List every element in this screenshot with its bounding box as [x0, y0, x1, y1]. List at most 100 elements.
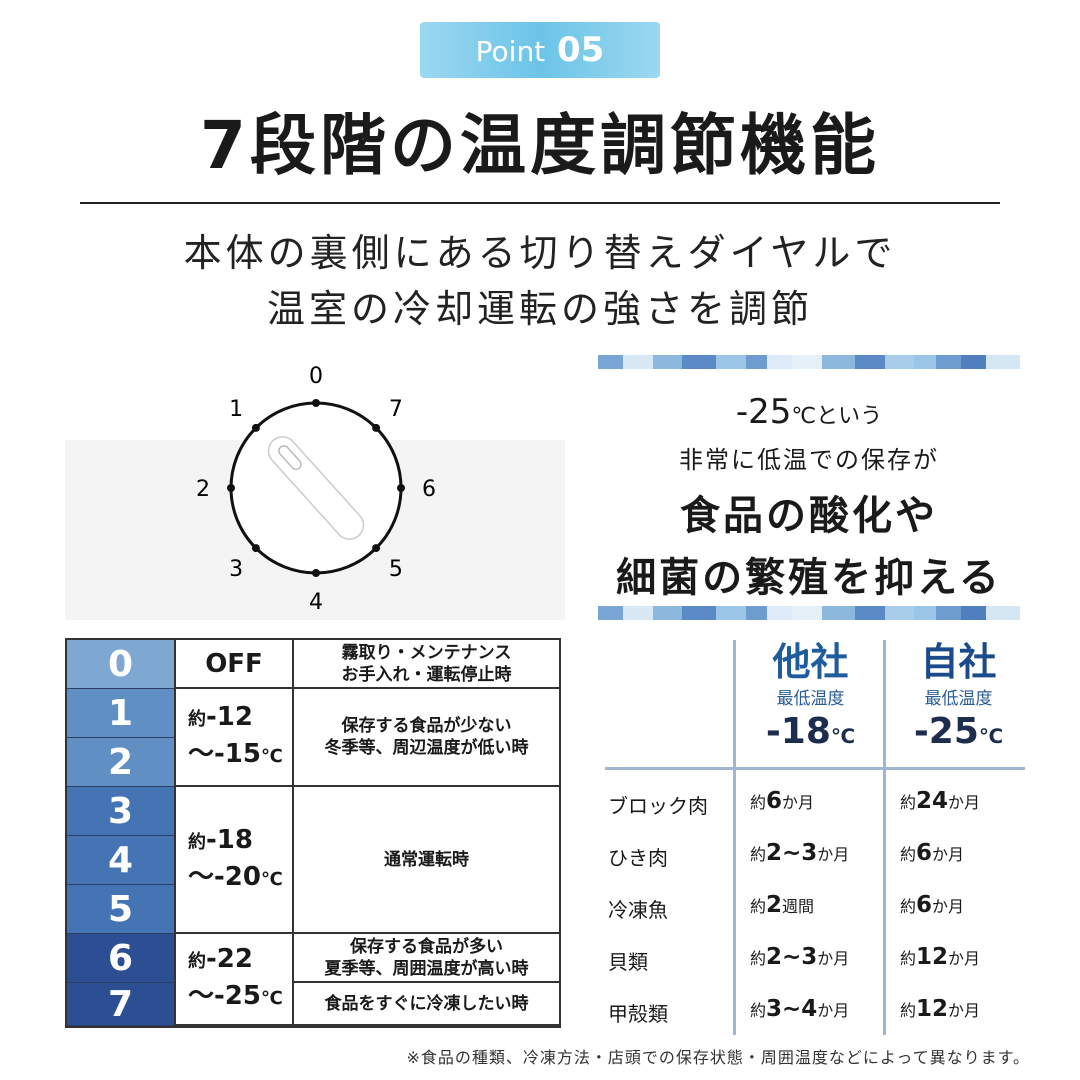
approx: 約	[900, 845, 917, 864]
description-text: 保存する食品が多い 夏季等、周囲温度が高い時	[324, 936, 529, 979]
comparison-table: 他社 最低温度 -18℃ 自社 最低温度 -25℃ ブロック肉 約6か月 約24か月…	[600, 640, 1028, 1035]
dial-label: 3	[229, 557, 243, 582]
dial-label: 1	[229, 397, 243, 422]
column-temp: -25	[913, 711, 979, 752]
stripe-segment	[960, 355, 987, 369]
unit: か月	[817, 1001, 850, 1020]
dial-tick	[372, 544, 381, 553]
comparison-row: 甲殻類 約3~4か月 約12か月	[600, 986, 1028, 1038]
settings-table: 0 1 2 3 4 5 6 7 OFF 約-12 ～-15℃ 約-18 ～-20℃ 約-22 ～-25℃ 霧取…	[65, 638, 561, 1028]
value: 2~3	[766, 840, 818, 866]
description: 食品をすぐに冷凍したい時	[292, 983, 559, 1026]
description-text: 食品をすぐに冷凍したい時	[324, 993, 529, 1014]
value: 2~3	[766, 944, 818, 970]
stripe-segment	[821, 355, 856, 369]
unit: か月	[948, 949, 981, 968]
stripe-segment	[855, 355, 885, 369]
unit: ℃	[260, 868, 283, 890]
stripe-segment	[623, 606, 653, 620]
column-our-company: 自社 最低温度 -25℃	[886, 640, 1031, 759]
column-name: 自社	[920, 640, 997, 684]
storage-ours: 約24か月	[900, 788, 980, 814]
stripe-bottom	[598, 606, 1020, 620]
stripe-segment	[682, 355, 717, 369]
unit: 週間	[782, 897, 815, 916]
description: 通常運転時	[292, 787, 559, 934]
value: 6	[916, 840, 933, 866]
dial-tick	[227, 484, 235, 492]
value: 12	[916, 944, 949, 970]
dial-label: 2	[196, 477, 210, 502]
column-other-company: 他社 最低温度 -18℃	[738, 640, 883, 759]
approx: 約	[750, 845, 767, 864]
stripe-segment	[716, 606, 746, 620]
comparison-row: ひき肉 約2~3か月 約6か月	[600, 830, 1028, 882]
point-badge: Point 05	[420, 22, 660, 78]
food-label: 甲殻類	[608, 1002, 668, 1026]
dial-label: 4	[309, 590, 323, 615]
unit: か月	[948, 793, 981, 812]
temp-to: ～-25	[188, 981, 261, 1011]
description: 保存する食品が多い 夏季等、周囲温度が高い時	[292, 934, 559, 983]
storage-other: 約2週間	[750, 892, 814, 918]
temp-text: OFF	[205, 648, 263, 679]
stripe-segment	[821, 606, 856, 620]
temperature-dial: 0 1 2 3 4 5 6 7	[196, 364, 436, 615]
value: 3~4	[766, 996, 818, 1022]
footnote: ※食品の種類、冷凍方法・店頭での保存状態・周囲温度などによって異なります。	[406, 1048, 1030, 1067]
temp-to: ～-20	[188, 861, 261, 892]
approx: 約	[900, 1001, 917, 1020]
unit: か月	[932, 845, 965, 864]
temp-range: 約-18 ～-20℃	[174, 787, 292, 934]
storage-other: 約3~4か月	[750, 996, 849, 1022]
stripe-segment	[986, 355, 1020, 369]
description: 保存する食品が少ない 冬季等、周辺温度が低い時	[292, 689, 559, 787]
description-text: 通常運転時	[384, 849, 469, 870]
badge-number: 05	[557, 30, 605, 70]
column-temp: -18	[765, 711, 831, 752]
approx: 約	[900, 793, 917, 812]
value: 12	[916, 996, 949, 1022]
approx: 約	[900, 949, 917, 968]
description-text: 保存する食品が少ない 冬季等、周辺温度が低い時	[324, 716, 529, 758]
claim-line-3: 食品の酸化や	[680, 493, 938, 539]
claim-line-4: 細菌の繁殖を抑える	[616, 555, 1002, 601]
value: 6	[766, 788, 783, 814]
claim-block: -25℃という 非常に低温での保存が 食品の酸化や 細菌の繁殖を抑える	[598, 392, 1020, 603]
unit: か月	[782, 793, 815, 812]
temp-to: ～-15	[188, 739, 261, 769]
storage-ours: 約6か月	[900, 892, 964, 918]
dial-tick	[372, 423, 381, 432]
badge-prefix: Point	[475, 35, 546, 68]
stripe-segment	[792, 355, 822, 369]
approx: 約	[750, 897, 767, 916]
level-1: 1	[67, 689, 174, 738]
stripe-segment	[855, 606, 885, 620]
stripe-segment	[652, 355, 683, 369]
unit: か月	[817, 949, 850, 968]
storage-other: 約2~3か月	[750, 944, 849, 970]
level-0: 0	[67, 640, 174, 689]
stripe-segment	[623, 355, 653, 369]
temp-off: OFF	[174, 640, 292, 689]
stripe-segment	[652, 606, 683, 620]
temp-from: -18	[206, 824, 253, 855]
divider	[80, 202, 1000, 204]
food-label: 貝類	[608, 950, 648, 974]
temp-from: -12	[206, 702, 253, 732]
level-2: 2	[67, 738, 174, 787]
description-text: 霧取り・メンテナンス お手入れ・運転停止時	[341, 642, 512, 685]
stripe-segment	[598, 606, 624, 620]
approx: 約	[188, 709, 206, 730]
unit: ℃	[830, 724, 856, 748]
unit: ℃	[978, 724, 1004, 748]
approx: 約	[750, 1001, 767, 1020]
stripe-segment	[914, 355, 936, 369]
dial-tick	[312, 569, 320, 577]
stripe-segment	[792, 606, 822, 620]
stripe-segment	[935, 606, 961, 620]
stripe-segment	[914, 606, 936, 620]
comparison-row: 冷凍魚 約2週間 約6か月	[600, 882, 1028, 934]
comparison-row: ブロック肉 約6か月 約24か月	[600, 778, 1028, 830]
approx: 約	[188, 951, 206, 972]
